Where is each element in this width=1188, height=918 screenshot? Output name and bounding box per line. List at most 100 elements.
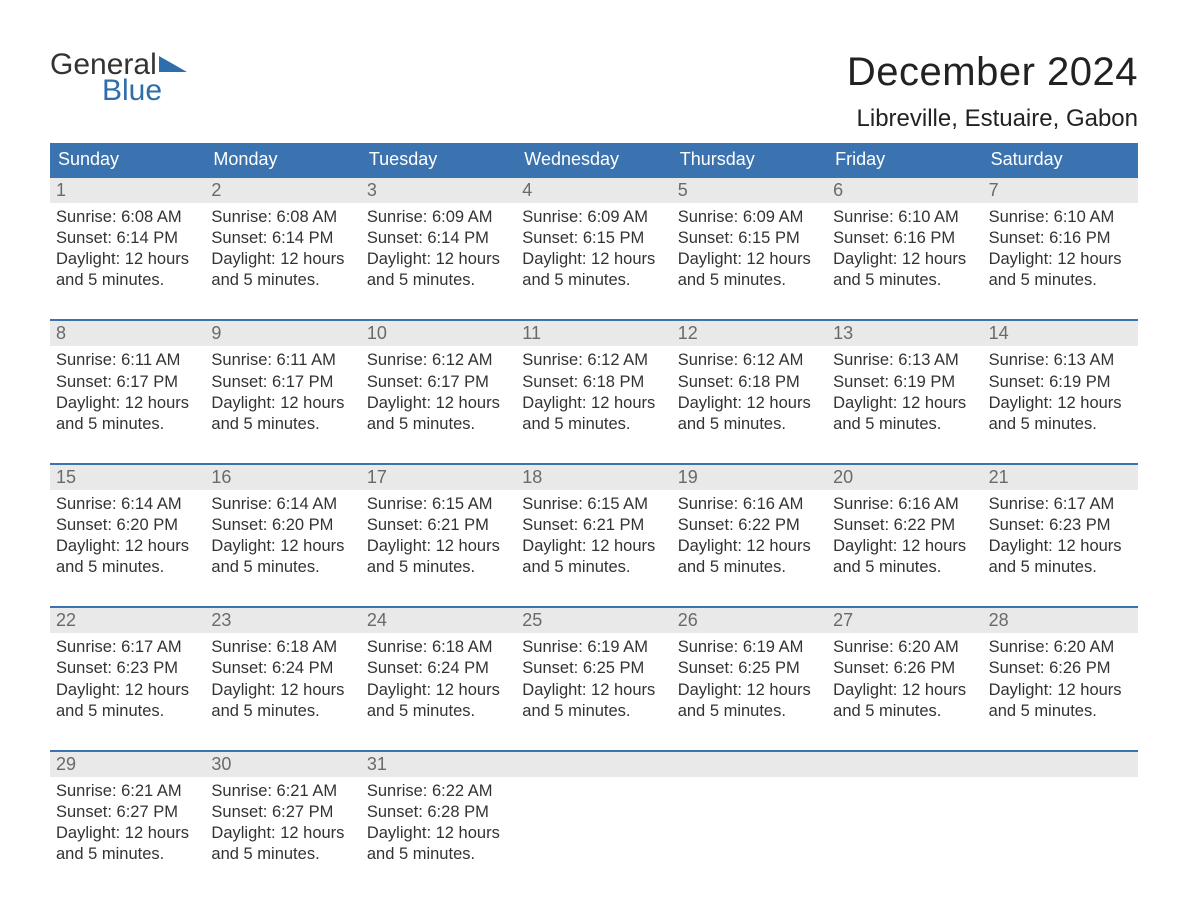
daylight-line: Daylight: 12 hours and 5 minutes. bbox=[522, 249, 665, 291]
day-body-row: Sunrise: 6:21 AMSunset: 6:27 PMDaylight:… bbox=[50, 777, 1138, 887]
day-cell: Sunrise: 6:15 AMSunset: 6:21 PMDaylight:… bbox=[516, 490, 671, 578]
sunset-line: Sunset: 6:28 PM bbox=[367, 802, 510, 823]
sunset-line: Sunset: 6:20 PM bbox=[211, 515, 354, 536]
day-cell: Sunrise: 6:11 AMSunset: 6:17 PMDaylight:… bbox=[205, 346, 360, 434]
day-cell: Sunrise: 6:10 AMSunset: 6:16 PMDaylight:… bbox=[983, 203, 1138, 291]
sunrise-line: Sunrise: 6:13 AM bbox=[833, 350, 976, 371]
daylight-line: Daylight: 12 hours and 5 minutes. bbox=[367, 393, 510, 435]
day-number: 28 bbox=[983, 608, 1138, 633]
day-number: 24 bbox=[361, 608, 516, 633]
day-cell bbox=[983, 777, 1138, 865]
day-number: 20 bbox=[827, 465, 982, 490]
sunset-line: Sunset: 6:14 PM bbox=[367, 228, 510, 249]
sunset-line: Sunset: 6:21 PM bbox=[522, 515, 665, 536]
dow-sunday: Sunday bbox=[50, 143, 205, 176]
sunset-line: Sunset: 6:14 PM bbox=[56, 228, 199, 249]
sunrise-line: Sunrise: 6:14 AM bbox=[56, 494, 199, 515]
sunset-line: Sunset: 6:18 PM bbox=[678, 372, 821, 393]
sunrise-line: Sunrise: 6:14 AM bbox=[211, 494, 354, 515]
daylight-line: Daylight: 12 hours and 5 minutes. bbox=[833, 393, 976, 435]
header: General Blue December 2024 Libreville, E… bbox=[50, 50, 1138, 133]
day-cell: Sunrise: 6:19 AMSunset: 6:25 PMDaylight:… bbox=[516, 633, 671, 721]
day-cell: Sunrise: 6:12 AMSunset: 6:18 PMDaylight:… bbox=[516, 346, 671, 434]
daylight-line: Daylight: 12 hours and 5 minutes. bbox=[678, 393, 821, 435]
sunrise-line: Sunrise: 6:08 AM bbox=[56, 207, 199, 228]
day-cell: Sunrise: 6:13 AMSunset: 6:19 PMDaylight:… bbox=[983, 346, 1138, 434]
day-number: 12 bbox=[672, 321, 827, 346]
sunset-line: Sunset: 6:26 PM bbox=[833, 658, 976, 679]
daylight-line: Daylight: 12 hours and 5 minutes. bbox=[833, 680, 976, 722]
day-cell: Sunrise: 6:17 AMSunset: 6:23 PMDaylight:… bbox=[983, 490, 1138, 578]
day-number: 15 bbox=[50, 465, 205, 490]
day-number bbox=[827, 752, 982, 777]
daylight-line: Daylight: 12 hours and 5 minutes. bbox=[211, 393, 354, 435]
day-number: 8 bbox=[50, 321, 205, 346]
sunset-line: Sunset: 6:18 PM bbox=[522, 372, 665, 393]
sunrise-line: Sunrise: 6:19 AM bbox=[522, 637, 665, 658]
day-cell: Sunrise: 6:15 AMSunset: 6:21 PMDaylight:… bbox=[361, 490, 516, 578]
sunrise-line: Sunrise: 6:20 AM bbox=[989, 637, 1132, 658]
sunset-line: Sunset: 6:23 PM bbox=[989, 515, 1132, 536]
day-number: 5 bbox=[672, 178, 827, 203]
daylight-line: Daylight: 12 hours and 5 minutes. bbox=[989, 393, 1132, 435]
sunrise-line: Sunrise: 6:13 AM bbox=[989, 350, 1132, 371]
day-cell: Sunrise: 6:20 AMSunset: 6:26 PMDaylight:… bbox=[827, 633, 982, 721]
day-number: 22 bbox=[50, 608, 205, 633]
daylight-line: Daylight: 12 hours and 5 minutes. bbox=[678, 536, 821, 578]
sunrise-line: Sunrise: 6:12 AM bbox=[367, 350, 510, 371]
daylight-line: Daylight: 12 hours and 5 minutes. bbox=[367, 680, 510, 722]
daylight-line: Daylight: 12 hours and 5 minutes. bbox=[367, 536, 510, 578]
sunrise-line: Sunrise: 6:18 AM bbox=[211, 637, 354, 658]
sunset-line: Sunset: 6:23 PM bbox=[56, 658, 199, 679]
daylight-line: Daylight: 12 hours and 5 minutes. bbox=[56, 249, 199, 291]
sunrise-line: Sunrise: 6:17 AM bbox=[989, 494, 1132, 515]
sunrise-line: Sunrise: 6:09 AM bbox=[522, 207, 665, 228]
day-cell: Sunrise: 6:09 AMSunset: 6:15 PMDaylight:… bbox=[672, 203, 827, 291]
day-cell: Sunrise: 6:22 AMSunset: 6:28 PMDaylight:… bbox=[361, 777, 516, 865]
logo: General Blue bbox=[50, 50, 187, 106]
dow-tuesday: Tuesday bbox=[361, 143, 516, 176]
day-cell: Sunrise: 6:13 AMSunset: 6:19 PMDaylight:… bbox=[827, 346, 982, 434]
sunset-line: Sunset: 6:19 PM bbox=[989, 372, 1132, 393]
day-number: 11 bbox=[516, 321, 671, 346]
day-number: 7 bbox=[983, 178, 1138, 203]
day-of-week-header: SundayMondayTuesdayWednesdayThursdayFrid… bbox=[50, 143, 1138, 176]
daylight-line: Daylight: 12 hours and 5 minutes. bbox=[367, 823, 510, 865]
sunrise-line: Sunrise: 6:17 AM bbox=[56, 637, 199, 658]
daylight-line: Daylight: 12 hours and 5 minutes. bbox=[522, 680, 665, 722]
day-cell bbox=[827, 777, 982, 865]
day-number: 19 bbox=[672, 465, 827, 490]
sunset-line: Sunset: 6:21 PM bbox=[367, 515, 510, 536]
day-cell: Sunrise: 6:16 AMSunset: 6:22 PMDaylight:… bbox=[672, 490, 827, 578]
weeks-container: 1234567Sunrise: 6:08 AMSunset: 6:14 PMDa… bbox=[50, 176, 1138, 887]
day-number: 4 bbox=[516, 178, 671, 203]
day-number: 9 bbox=[205, 321, 360, 346]
sunset-line: Sunset: 6:15 PM bbox=[522, 228, 665, 249]
sunrise-line: Sunrise: 6:11 AM bbox=[56, 350, 199, 371]
sunset-line: Sunset: 6:26 PM bbox=[989, 658, 1132, 679]
day-cell: Sunrise: 6:18 AMSunset: 6:24 PMDaylight:… bbox=[361, 633, 516, 721]
day-number: 26 bbox=[672, 608, 827, 633]
sunrise-line: Sunrise: 6:12 AM bbox=[522, 350, 665, 371]
sunset-line: Sunset: 6:24 PM bbox=[367, 658, 510, 679]
daylight-line: Daylight: 12 hours and 5 minutes. bbox=[833, 249, 976, 291]
day-cell: Sunrise: 6:19 AMSunset: 6:25 PMDaylight:… bbox=[672, 633, 827, 721]
day-cell: Sunrise: 6:09 AMSunset: 6:15 PMDaylight:… bbox=[516, 203, 671, 291]
day-number: 27 bbox=[827, 608, 982, 633]
title-block: December 2024 Libreville, Estuaire, Gabo… bbox=[847, 50, 1138, 133]
week-row: 22232425262728Sunrise: 6:17 AMSunset: 6:… bbox=[50, 606, 1138, 743]
day-number: 18 bbox=[516, 465, 671, 490]
day-number: 10 bbox=[361, 321, 516, 346]
daylight-line: Daylight: 12 hours and 5 minutes. bbox=[56, 823, 199, 865]
sunrise-line: Sunrise: 6:22 AM bbox=[367, 781, 510, 802]
sunset-line: Sunset: 6:14 PM bbox=[211, 228, 354, 249]
sunset-line: Sunset: 6:16 PM bbox=[989, 228, 1132, 249]
daylight-line: Daylight: 12 hours and 5 minutes. bbox=[522, 393, 665, 435]
day-cell: Sunrise: 6:09 AMSunset: 6:14 PMDaylight:… bbox=[361, 203, 516, 291]
dow-wednesday: Wednesday bbox=[516, 143, 671, 176]
day-number-row: 1234567 bbox=[50, 178, 1138, 203]
location: Libreville, Estuaire, Gabon bbox=[847, 105, 1138, 133]
sunrise-line: Sunrise: 6:16 AM bbox=[833, 494, 976, 515]
day-cell: Sunrise: 6:20 AMSunset: 6:26 PMDaylight:… bbox=[983, 633, 1138, 721]
day-body-row: Sunrise: 6:11 AMSunset: 6:17 PMDaylight:… bbox=[50, 346, 1138, 456]
